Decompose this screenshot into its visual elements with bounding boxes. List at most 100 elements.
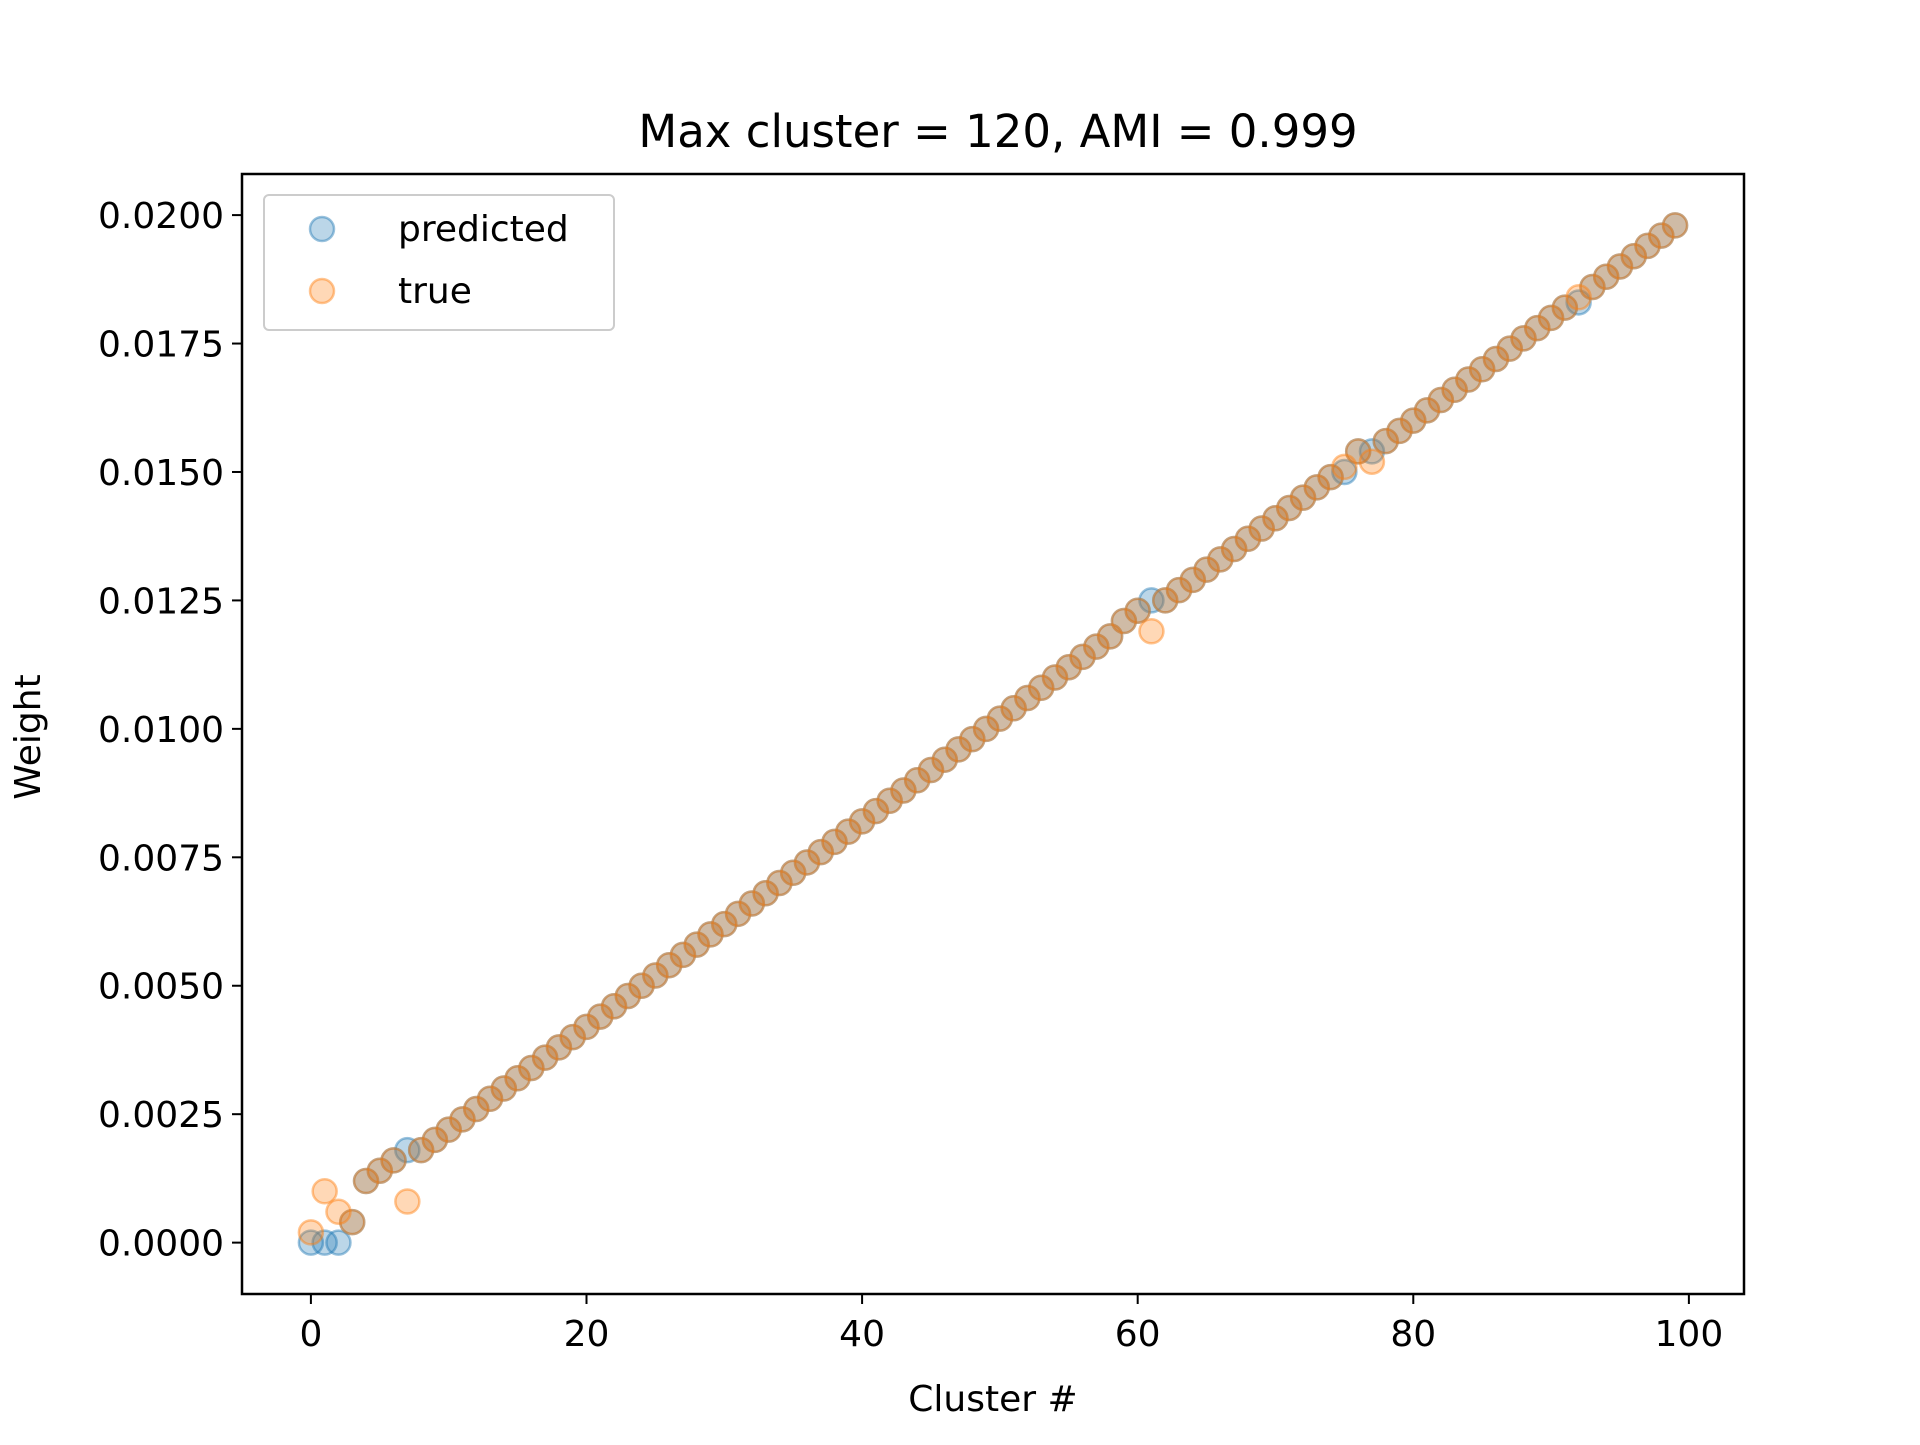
point-true xyxy=(1248,515,1275,542)
point-true xyxy=(876,787,903,815)
point-predicted xyxy=(1096,623,1124,650)
point-true xyxy=(573,1013,600,1041)
point-predicted xyxy=(1276,494,1303,522)
point-true xyxy=(917,756,945,784)
point-true xyxy=(793,849,821,876)
point-true xyxy=(972,715,1000,743)
point-true xyxy=(587,1003,614,1030)
legend-marker-true xyxy=(308,277,336,305)
point-true xyxy=(518,1054,545,1082)
point-predicted xyxy=(1207,546,1234,573)
point-predicted xyxy=(738,890,766,917)
legend-label-true: true xyxy=(398,271,472,312)
point-predicted xyxy=(821,828,848,856)
point-predicted xyxy=(1524,314,1551,342)
point-predicted xyxy=(1648,222,1675,249)
point-true xyxy=(435,1116,462,1143)
y-axis-label: Weight xyxy=(8,674,49,799)
point-true xyxy=(1592,263,1620,291)
point-true xyxy=(600,993,628,1020)
point-true xyxy=(1606,253,1634,280)
point-true xyxy=(545,1034,573,1061)
point-true xyxy=(1551,294,1579,321)
point-predicted xyxy=(1289,484,1317,511)
point-true xyxy=(1648,222,1675,249)
point-true xyxy=(1579,273,1606,301)
point-true xyxy=(1524,314,1551,342)
point-predicted xyxy=(1331,458,1358,486)
point-predicted xyxy=(338,1208,366,1236)
point-predicted xyxy=(407,1136,435,1164)
point-true xyxy=(683,931,710,958)
point-true xyxy=(1358,448,1386,475)
point-predicted xyxy=(890,777,917,804)
point-predicted xyxy=(683,931,710,958)
point-true xyxy=(614,982,642,1010)
point-true xyxy=(766,869,793,897)
legend: predicted true xyxy=(263,194,615,331)
plot-area-frame xyxy=(240,172,1746,1296)
point-true xyxy=(1661,212,1689,239)
point-true xyxy=(1496,335,1523,362)
point-true xyxy=(1634,232,1661,260)
point-predicted xyxy=(1496,335,1523,362)
y-tick-label: 0.0000 xyxy=(98,1224,224,1265)
point-true xyxy=(1151,587,1179,614)
point-predicted xyxy=(917,756,945,784)
point-predicted xyxy=(1138,587,1165,614)
point-true xyxy=(669,941,697,969)
y-axis: 0.0000 0.0025 0.0050 0.0075 0.0100 0.0125 0.01… xyxy=(98,196,242,1265)
point-true xyxy=(1014,684,1041,712)
point-true xyxy=(1179,566,1207,594)
point-predicted xyxy=(394,1136,421,1164)
point-true xyxy=(903,766,931,794)
point-true xyxy=(1482,345,1510,373)
point-predicted xyxy=(518,1054,545,1082)
point-true xyxy=(931,746,959,773)
y-tick-label: 0.0125 xyxy=(98,581,224,622)
y-tick-label: 0.0175 xyxy=(98,325,224,366)
legend-label-predicted: predicted xyxy=(398,209,569,250)
point-predicted xyxy=(1620,242,1648,270)
point-predicted xyxy=(1014,684,1041,712)
point-true xyxy=(752,880,779,907)
point-predicted xyxy=(655,951,683,979)
point-predicted xyxy=(531,1044,559,1071)
point-predicted xyxy=(972,715,1000,743)
point-predicted xyxy=(903,766,931,794)
point-true xyxy=(1344,438,1372,465)
point-predicted xyxy=(793,849,821,876)
chart-title: Max cluster = 120, AMI = 0.999 xyxy=(638,105,1357,158)
point-predicted xyxy=(1262,504,1289,532)
point-true xyxy=(559,1023,586,1051)
point-predicted xyxy=(779,859,807,886)
point-predicted xyxy=(1179,566,1207,594)
point-predicted xyxy=(297,1229,325,1256)
point-predicted xyxy=(366,1157,394,1184)
point-true xyxy=(1165,576,1193,604)
point-predicted xyxy=(1083,633,1110,660)
point-true xyxy=(407,1136,435,1164)
point-predicted xyxy=(1344,438,1372,465)
point-true xyxy=(986,705,1014,732)
point-predicted xyxy=(1069,643,1096,671)
point-predicted xyxy=(614,982,642,1010)
point-true xyxy=(1027,674,1055,702)
point-predicted xyxy=(1317,463,1344,491)
point-predicted xyxy=(352,1167,380,1195)
point-predicted xyxy=(435,1116,462,1143)
point-predicted xyxy=(1248,515,1275,542)
point-predicted xyxy=(311,1229,338,1256)
point-predicted xyxy=(1551,294,1579,321)
point-predicted xyxy=(1441,376,1468,404)
point-predicted xyxy=(1537,304,1565,332)
point-predicted xyxy=(1110,607,1138,635)
point-true xyxy=(821,828,848,856)
legend-box xyxy=(263,194,615,331)
y-tick-label: 0.0050 xyxy=(98,967,224,1008)
point-true xyxy=(1110,607,1138,635)
point-predicted xyxy=(1055,653,1083,681)
point-true xyxy=(352,1167,380,1195)
point-true xyxy=(1000,695,1027,722)
